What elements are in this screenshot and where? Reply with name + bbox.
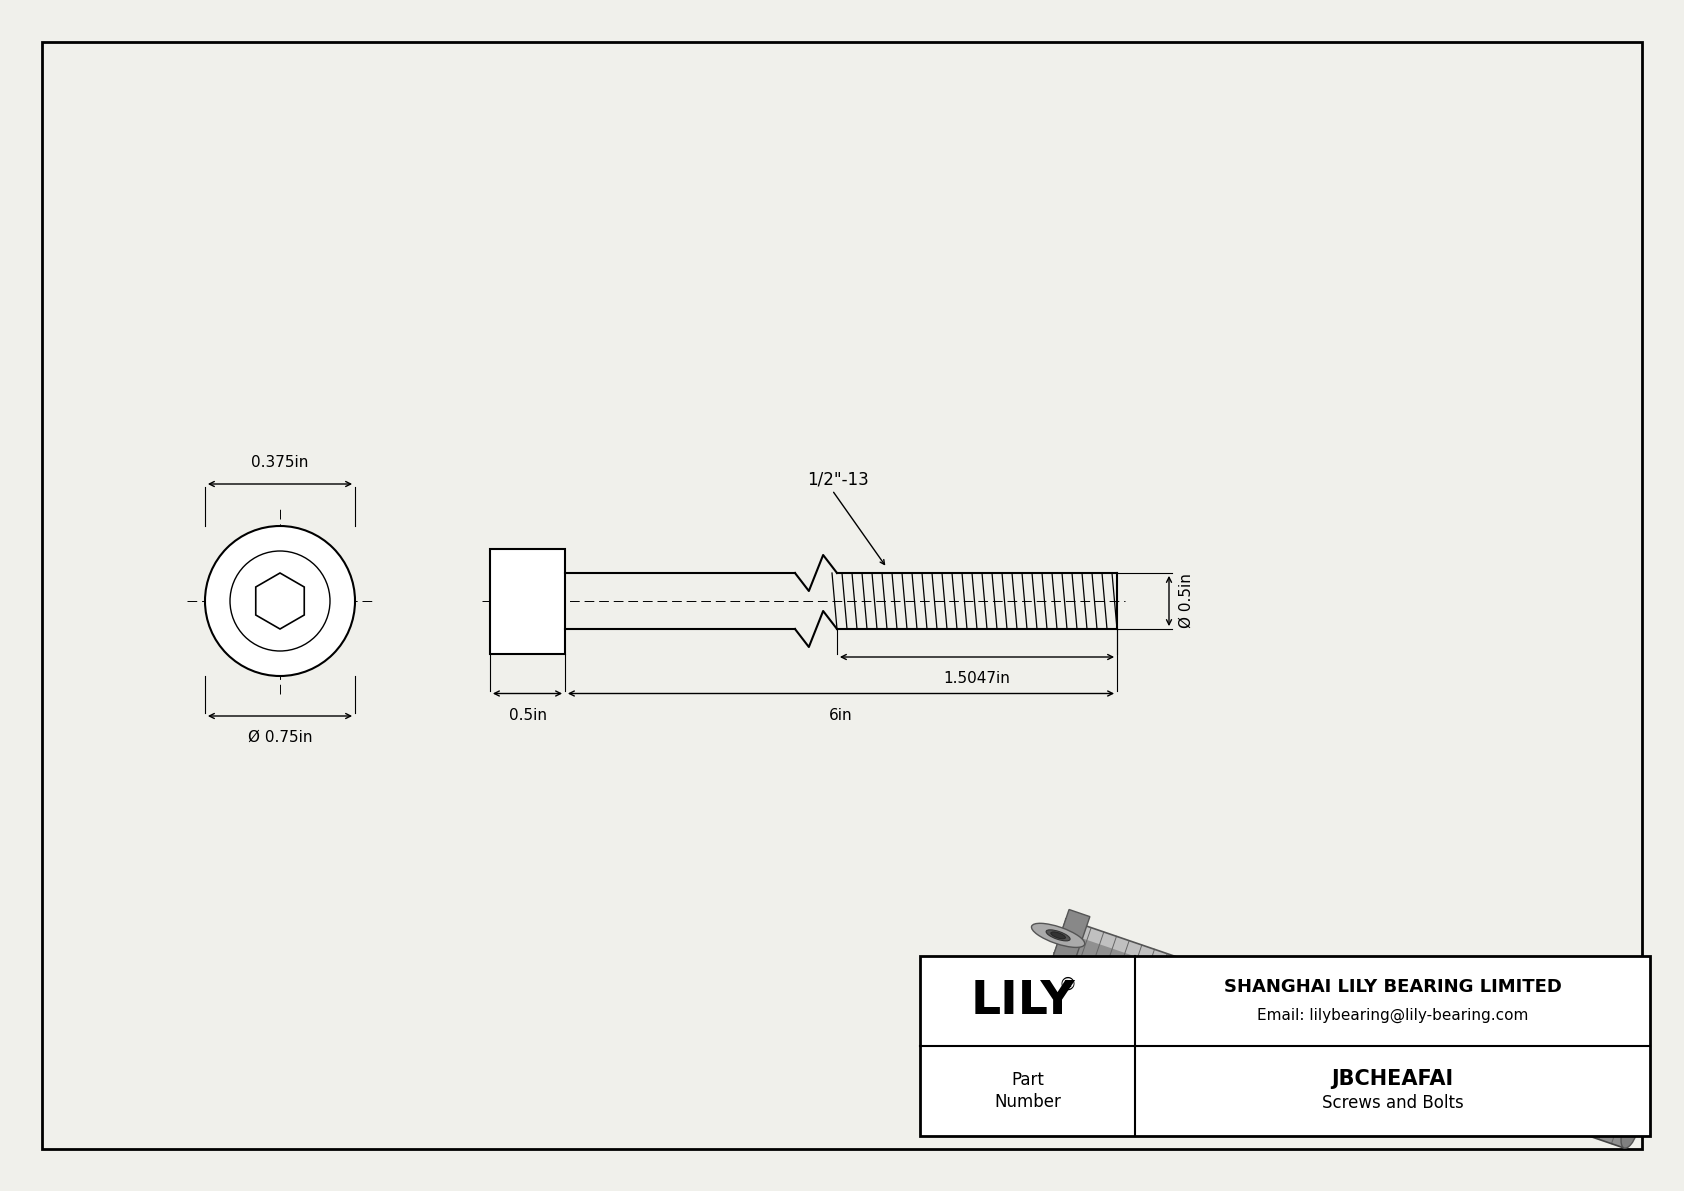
Ellipse shape [1622,1114,1639,1148]
Circle shape [205,526,355,676]
Text: 0.375in: 0.375in [251,455,308,470]
Circle shape [231,551,330,651]
Bar [919,956,1650,1136]
Text: 1/2"-13: 1/2"-13 [807,470,869,488]
Text: ®: ® [1059,975,1076,994]
Polygon shape [256,573,305,629]
Ellipse shape [1046,930,1069,941]
Text: Part: Part [1010,1071,1044,1089]
Text: SHANGHAI LILY BEARING LIMITED: SHANGHAI LILY BEARING LIMITED [1224,978,1561,996]
Ellipse shape [1051,931,1066,939]
Text: Email: lilybearing@lily-bearing.com: Email: lilybearing@lily-bearing.com [1256,1008,1527,1023]
Text: LILY: LILY [970,979,1074,1023]
Text: Number: Number [994,1093,1061,1111]
Text: 1.5047in: 1.5047in [943,671,1010,686]
Ellipse shape [1032,923,1084,947]
Bar [490,549,566,654]
Text: Ø 0.5in: Ø 0.5in [1179,574,1194,629]
Polygon shape [1054,919,1635,1148]
Text: Screws and Bolts: Screws and Bolts [1322,1095,1463,1112]
Text: 0.5in: 0.5in [509,707,547,723]
Text: 6in: 6in [829,707,852,723]
Polygon shape [1061,919,1635,1127]
Bar [919,956,1650,1136]
Polygon shape [1051,910,1090,969]
Text: JBCHEAFAI: JBCHEAFAI [1332,1070,1453,1089]
Text: Ø 0.75in: Ø 0.75in [248,730,312,746]
